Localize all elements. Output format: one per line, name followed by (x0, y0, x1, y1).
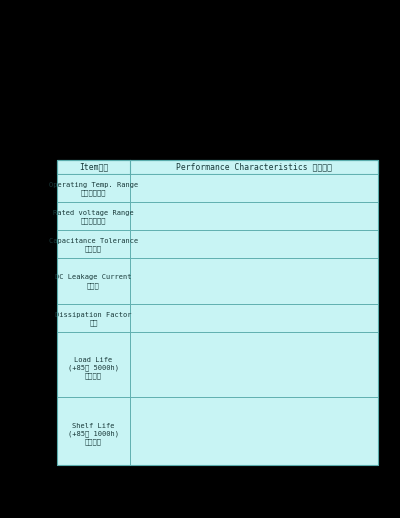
Bar (130, 202, 378, 230)
Bar (57, 397, 130, 465)
Text: 漏电流: 漏电流 (87, 282, 100, 289)
Text: DC Leakage Current: DC Leakage Current (55, 275, 132, 281)
Bar (130, 397, 378, 465)
Bar (57, 160, 378, 465)
Bar (57, 304, 130, 332)
Text: 贯存寿命: 贯存寿命 (85, 439, 102, 445)
Text: Dissipation Factor: Dissipation Factor (55, 311, 132, 318)
Text: Rated voltage Range: Rated voltage Range (53, 209, 134, 215)
Bar (130, 230, 378, 258)
Bar (130, 332, 378, 397)
Text: Load Life: Load Life (74, 356, 113, 363)
Bar (130, 304, 378, 332)
Text: Performance Characteristics 使用特性: Performance Characteristics 使用特性 (176, 163, 332, 171)
Text: 损耗: 损耗 (89, 319, 98, 326)
Bar (57, 258, 130, 304)
Text: (+85℃ 1000h): (+85℃ 1000h) (68, 430, 119, 437)
Bar (57, 160, 378, 174)
Bar (130, 258, 378, 304)
Text: 容量偶差: 容量偶差 (85, 245, 102, 252)
Text: Item项目: Item项目 (79, 163, 108, 171)
Bar (57, 332, 130, 397)
Bar (57, 202, 130, 230)
Text: (+85℃ 5000h): (+85℃ 5000h) (68, 364, 119, 371)
Bar (130, 174, 378, 202)
Text: Shelf Life: Shelf Life (72, 423, 115, 429)
Bar (57, 230, 130, 258)
Text: 额定电压范围: 额定电压范围 (81, 217, 106, 224)
Bar (57, 174, 130, 202)
Text: 使用温度范围: 使用温度范围 (81, 189, 106, 196)
Text: Capacitance Tolerance: Capacitance Tolerance (49, 237, 138, 243)
Text: 负荷寿命: 负荷寿命 (85, 372, 102, 379)
Text: Operating Temp. Range: Operating Temp. Range (49, 181, 138, 188)
